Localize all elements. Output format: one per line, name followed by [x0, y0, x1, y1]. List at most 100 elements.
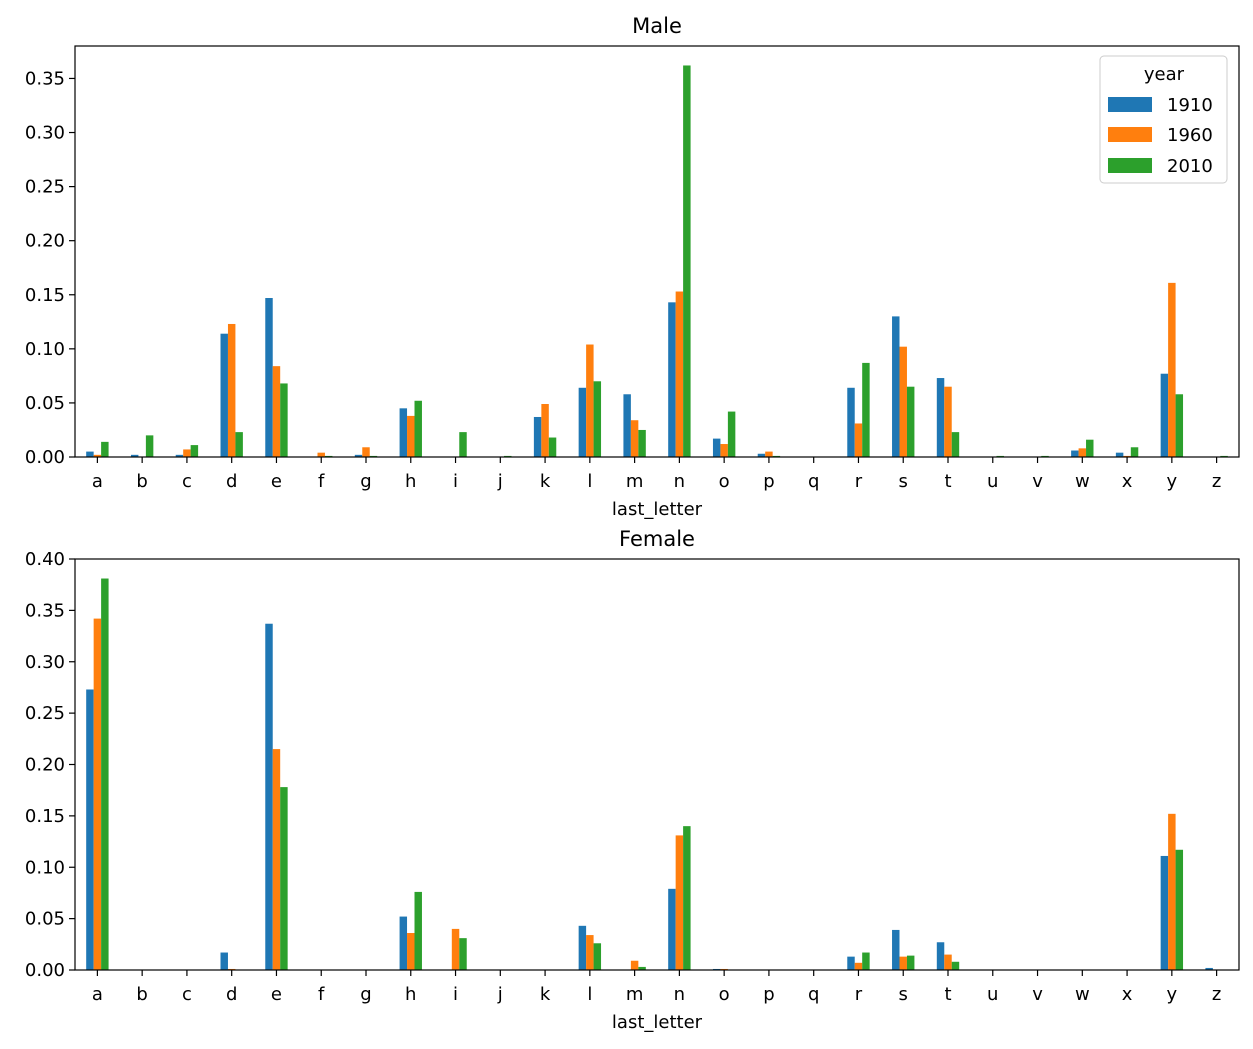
x-ticks-male: a b c d e f g h i j k l m n o p q r s t u v w x y z: [92, 457, 1221, 492]
x-tick-label: w: [1075, 471, 1090, 492]
x-tick-label: m: [626, 471, 644, 492]
bar-male-2010-l: [593, 381, 602, 457]
x-tick-label: x: [1122, 471, 1133, 492]
bar-male-1910-a: [86, 451, 94, 457]
y-tick-label: 0.35: [25, 600, 65, 621]
bar-male-1960-n: [675, 291, 684, 457]
x-tick-label: z: [1212, 984, 1221, 1005]
x-tick-label: z: [1212, 471, 1221, 492]
bar-male-2010-b: [145, 435, 154, 457]
y-tick-label: 0.05: [25, 909, 65, 930]
bar-female-1960-t: [944, 954, 952, 970]
bar-female-1910-t: [936, 942, 945, 970]
bar-male-1960-d: [227, 323, 236, 457]
bar-male-2010-n: [683, 65, 691, 457]
bar-female-1910-h: [399, 916, 408, 970]
bar-female-1960-r: [854, 962, 863, 970]
bar-female-1910-y: [1160, 855, 1169, 970]
x-tick-label: v: [1032, 984, 1043, 1005]
bar-male-2010-r: [862, 362, 870, 457]
x-tick-label: n: [674, 984, 685, 1005]
bar-male-1910-k: [533, 416, 542, 457]
y-tick-label: 0.05: [25, 393, 65, 414]
bar-male-1960-k: [541, 404, 549, 457]
x-tick-label: e: [271, 984, 282, 1005]
bar-male-1910-n: [668, 302, 676, 457]
x-tick-label: a: [92, 471, 103, 492]
plot-frame-male: [74, 45, 1240, 458]
bar-male-1960-g: [362, 447, 370, 457]
bar-male-1910-w: [1071, 450, 1079, 457]
bar-female-1910-d: [220, 952, 228, 970]
y-tick-label: 0.10: [25, 857, 65, 878]
x-tick-label: s: [899, 471, 908, 492]
x-tick-label: a: [92, 984, 103, 1005]
bar-male-1960-f: [317, 452, 325, 457]
y-tick-label: 0.10: [25, 339, 65, 360]
bar-female-1910-s: [892, 929, 900, 970]
y-tick-label: 0.30: [25, 652, 65, 673]
bar-female-1960-i: [451, 928, 460, 970]
bar-male-1910-e: [265, 298, 273, 457]
bar-male-2010-m: [638, 429, 646, 457]
bar-female-1960-m: [630, 960, 639, 970]
bar-male-2010-c: [190, 445, 199, 457]
bar-male-1960-t: [944, 386, 952, 457]
x-tick-label: y: [1167, 984, 1178, 1005]
bar-male-2010-t: [951, 432, 960, 457]
bar-female-1960-h: [407, 933, 415, 970]
x-tick-label: p: [763, 471, 774, 492]
bar-male-1960-w: [1078, 448, 1087, 457]
bar-female-1960-n: [675, 835, 684, 970]
x-tick-label: e: [271, 471, 282, 492]
bar-male-2010-k: [548, 437, 557, 457]
chart-title-female: Female: [619, 527, 695, 551]
y-tick-label: 0.30: [25, 123, 65, 144]
x-tick-label: q: [808, 471, 819, 492]
bar-female-1910-l: [578, 925, 587, 970]
x-tick-label: u: [987, 471, 998, 492]
bar-male-1910-m: [623, 394, 631, 457]
bar-male-1910-l: [578, 387, 587, 457]
x-tick-label: d: [226, 471, 237, 492]
x-ticks-female: a b c d e f g h i j k l m n o p q r s t u v w x y z: [92, 970, 1221, 1005]
bar-male-2010-h: [414, 400, 422, 457]
bar-male-2010-e: [280, 383, 288, 457]
legend-box: [1099, 55, 1228, 184]
bars-female: [86, 578, 1213, 970]
bar-male-2010-w: [1086, 439, 1094, 457]
legend-swatch-1910: [1108, 97, 1152, 112]
x-tick-label: t: [944, 984, 951, 1005]
x-tick-label: h: [405, 984, 416, 1005]
bar-female-2010-m: [638, 966, 646, 970]
bar-female-1960-l: [586, 935, 594, 970]
y-tick-label: 0.00: [25, 447, 65, 468]
bar-male-1960-l: [586, 344, 594, 457]
x-tick-label: t: [944, 471, 951, 492]
bar-female-2010-i: [459, 938, 467, 970]
bar-female-1960-e: [272, 749, 281, 970]
bar-male-1910-t: [936, 378, 945, 457]
bar-male-2010-a: [101, 441, 109, 457]
x-tick-label: k: [540, 984, 551, 1005]
bar-female-1910-z: [1205, 967, 1213, 970]
legend-label-1960: 1960: [1167, 125, 1213, 146]
bar-male-1960-y: [1168, 282, 1176, 457]
y-tick-label: 0.00: [25, 960, 65, 981]
bar-male-1910-y: [1160, 373, 1169, 457]
y-tick-label: 0.40: [25, 549, 65, 570]
bar-male-1910-c: [175, 454, 184, 457]
bar-female-1960-y: [1168, 813, 1176, 970]
x-tick-label: b: [136, 984, 147, 1005]
bar-male-1960-r: [854, 423, 863, 457]
bar-male-1960-e: [272, 366, 281, 457]
bar-male-1910-g: [354, 454, 363, 457]
bar-male-1960-o: [720, 444, 728, 457]
x-axis-label-female: last_letter: [612, 1012, 703, 1033]
bar-female-2010-y: [1175, 849, 1184, 970]
bar-female-2010-h: [414, 891, 422, 970]
x-tick-label: p: [763, 984, 774, 1005]
bar-male-2010-s: [906, 386, 915, 457]
legend-label-1910: 1910: [1167, 95, 1213, 116]
